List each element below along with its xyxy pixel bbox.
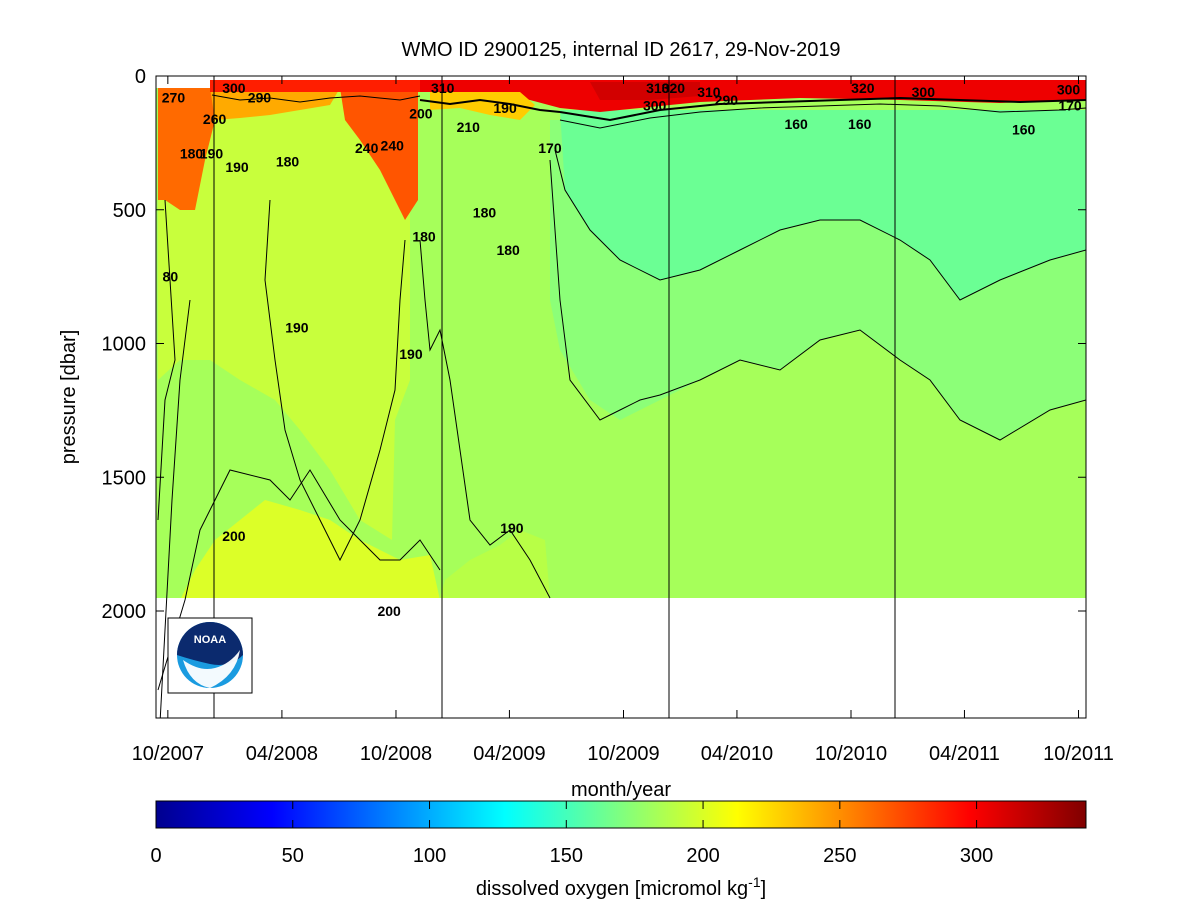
- no-data-region: [156, 598, 1086, 718]
- contour-label: 290: [715, 92, 739, 108]
- colorbar-tick-label: 100: [413, 845, 446, 867]
- colorbar-label-suffix: ]: [761, 878, 767, 900]
- x-tick-label: 04/2011: [929, 743, 1000, 765]
- noaa-logo: NOAA: [168, 618, 252, 693]
- x-tick-label: 04/2008: [246, 743, 318, 765]
- chart-title: WMO ID 2900125, internal ID 2617, 29-Nov…: [401, 39, 840, 61]
- y-tick-label: 1000: [102, 334, 147, 356]
- contour-label: 270: [162, 89, 186, 105]
- noaa-logo-text: NOAA: [194, 634, 226, 646]
- contour-label: 180: [496, 242, 520, 258]
- contour-label: 300: [222, 80, 246, 96]
- y-tick-label: 0: [135, 66, 146, 88]
- contour-label: 200: [409, 105, 433, 121]
- x-tick-label: 10/2010: [815, 743, 887, 765]
- oxygen-section-chart: WMO ID 2900125, internal ID 2617, 29-Nov…: [0, 0, 1200, 900]
- plot-field: [156, 76, 1086, 760]
- x-tick-label: 10/2011: [1043, 743, 1114, 765]
- colorbar-label-main: dissolved oxygen [micromol kg: [476, 878, 748, 900]
- colorbar-gradient: [156, 801, 1086, 828]
- x-tick-label: 10/2009: [587, 743, 659, 765]
- colorbar-label-exponent: -1: [748, 874, 761, 890]
- contour-label: 170: [538, 140, 562, 156]
- contour-label: 190: [200, 146, 224, 162]
- y-tick-label: 500: [113, 200, 146, 222]
- contour-label: 180: [180, 146, 204, 162]
- contour-label: 190: [225, 159, 249, 175]
- contour-label: 160: [848, 116, 872, 132]
- contour-label: 190: [399, 346, 423, 362]
- contour-label: 190: [285, 319, 309, 335]
- x-tick-label: 10/2008: [360, 743, 432, 765]
- contour-label: 180: [473, 204, 497, 220]
- contour-label: 290: [248, 89, 272, 105]
- contour-label: 210: [457, 119, 481, 135]
- colorbar-tick-label: 0: [150, 845, 161, 867]
- contour-label: 170: [1058, 97, 1082, 113]
- colorbar-tick-label: 250: [823, 845, 856, 867]
- contour-label: 320: [662, 80, 686, 96]
- contour-label: 240: [381, 138, 405, 154]
- contour-label: 200: [377, 603, 401, 619]
- x-tick-label: 10/2007: [132, 743, 204, 765]
- contour-label: 180: [412, 229, 436, 245]
- contour-label: 200: [222, 528, 246, 544]
- contour-label: 190: [500, 520, 524, 536]
- x-tick-label: 04/2010: [701, 743, 773, 765]
- y-tick-label: 1500: [102, 467, 147, 489]
- contour-label: 80: [163, 269, 179, 285]
- contour-label: 310: [431, 80, 455, 96]
- y-tick-label: 2000: [102, 601, 147, 623]
- colorbar-tick-label: 150: [550, 845, 583, 867]
- x-axis-label: month/year: [571, 779, 671, 801]
- colorbar-tick-label: 200: [686, 845, 719, 867]
- x-tick-label: 04/2009: [473, 743, 545, 765]
- contour-label: 300: [643, 97, 667, 113]
- contour-label: 160: [784, 116, 808, 132]
- colorbar-tick-label: 50: [282, 845, 304, 867]
- contour-label: 190: [493, 100, 517, 116]
- contour-label: 180: [276, 154, 300, 170]
- contour-label: 260: [203, 111, 227, 127]
- contour-label: 300: [912, 84, 936, 100]
- y-axis-label: pressure [dbar]: [58, 330, 80, 465]
- contour-label: 320: [851, 80, 875, 96]
- colorbar-tick-label: 300: [960, 845, 993, 867]
- contour-label: 300: [1057, 81, 1081, 97]
- colorbar-label: dissolved oxygen [micromol kg-1]: [476, 874, 766, 900]
- contour-label: 240: [355, 140, 379, 156]
- colorbar: 0 50 100 150 200 250 300 dissolved oxygen [mic…: [150, 801, 1086, 900]
- contour-label: 160: [1012, 122, 1036, 138]
